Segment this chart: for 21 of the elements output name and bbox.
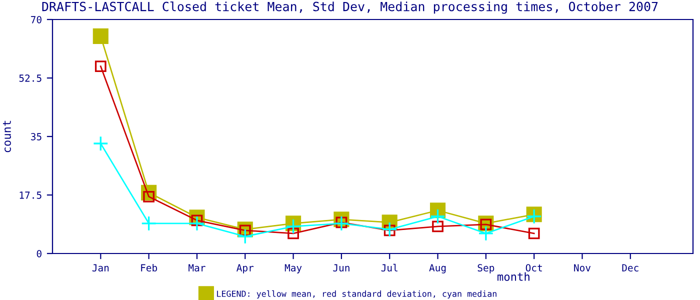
x-tick-label: Aug bbox=[429, 264, 446, 274]
y-tick-label: 52.5 bbox=[19, 74, 42, 82]
x-tick-label: Dec bbox=[622, 264, 638, 272]
x-tick-label: Sep bbox=[478, 264, 494, 274]
x-tick-label: Jul bbox=[381, 264, 398, 272]
y-tick-label: 17.5 bbox=[20, 192, 42, 199]
x-axis-title: month bbox=[498, 272, 530, 281]
x-tick-label: May bbox=[284, 264, 302, 274]
x-tick-label: Feb bbox=[141, 264, 158, 272]
x-tick-label: Oct bbox=[526, 264, 542, 272]
legend-label: LEGEND: yellow mean, red standard deviation, cyan median bbox=[217, 290, 496, 298]
x-tick-label: Jan bbox=[92, 264, 109, 272]
y-tick-label: 70 bbox=[31, 16, 42, 24]
y-tick-label: 0 bbox=[36, 250, 42, 258]
x-tick-label: Nov bbox=[574, 264, 591, 272]
x-tick-label: Apr bbox=[236, 264, 254, 274]
y-axis-title: count bbox=[3, 120, 11, 152]
y-tick-label: 35 bbox=[31, 133, 42, 140]
x-tick-label: Mar bbox=[188, 264, 206, 272]
x-tick-label: Jun bbox=[333, 264, 350, 272]
chart-title: DRAFTS-LASTCALL Closed ticket Mean, Std Dev, Median processing times, October 2007 bbox=[42, 2, 658, 14]
